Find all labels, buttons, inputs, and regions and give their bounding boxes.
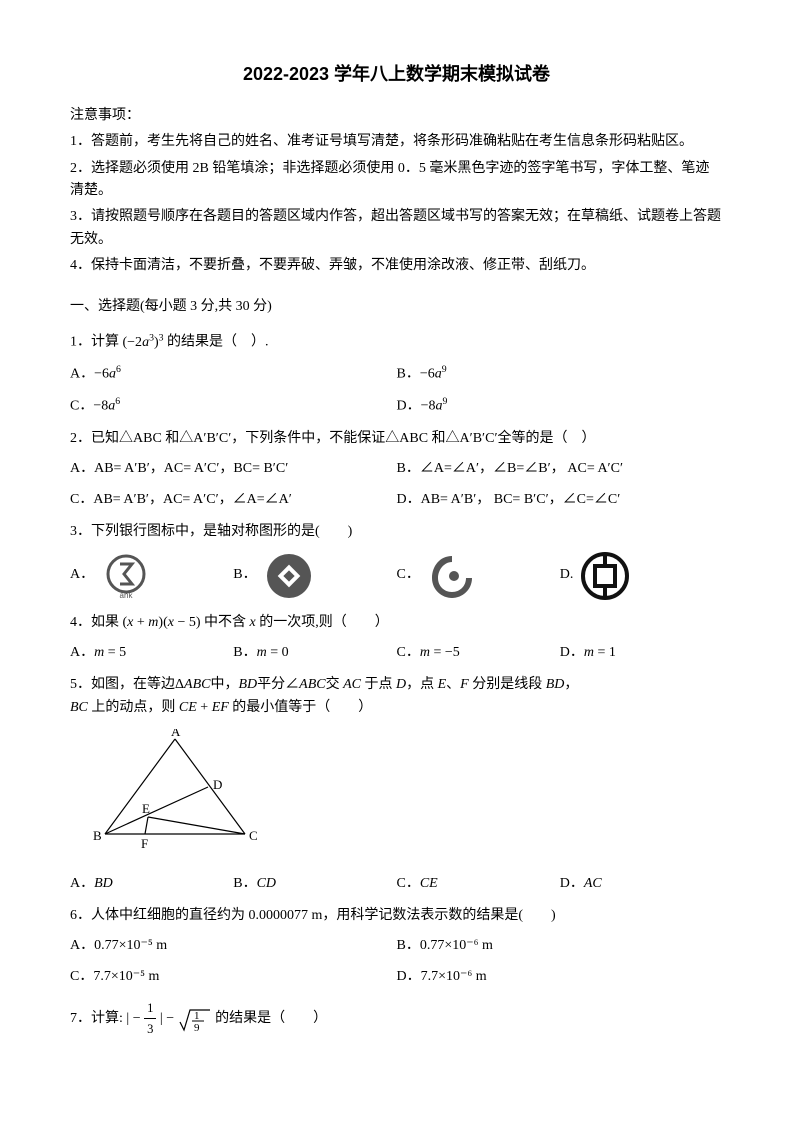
q1-suffix: 的结果是（ ）. <box>167 335 269 350</box>
question-1: 1．计算 (−2a3)3 的结果是（ ）. A．−6a6 B．−6a9 C．−8… <box>70 330 723 418</box>
svg-text:E: E <box>142 801 150 816</box>
q1-expr: (−2a3)3 <box>123 335 164 350</box>
q5-text: 5．如图，在等边ΔABC中，BD平分∠ABC交 AC 于点 D，点 E、F 分别… <box>70 674 723 719</box>
svg-text:B: B <box>93 828 102 843</box>
q6-text: 6．人体中红细胞的直径约为 0.0000077 m，用科学记数法表示数的结果是(… <box>70 905 723 927</box>
q4-opt-c: C．m = −5 <box>397 642 560 664</box>
question-4: 4．如果 (x + m)(x − 5) 中不含 x 的一次项,则（ ） A．m … <box>70 612 723 665</box>
question-3: 3．下列银行图标中，是轴对称图形的是( ) A． ank B． C． <box>70 521 723 599</box>
q1-opt-a: A．−6a6 <box>70 362 397 386</box>
q1-opt-c: C．−8a6 <box>70 394 397 418</box>
question-6: 6．人体中红细胞的直径约为 0.0000077 m，用科学记数法表示数的结果是(… <box>70 905 723 988</box>
notice-item-1: 1．答题前，考生先将自己的姓名、准考证号填写清楚，将条形码准确粘贴在考生信息条形… <box>70 131 723 153</box>
q5-opt-a: A．BD <box>70 873 233 895</box>
q5-opt-b: B．CD <box>233 873 396 895</box>
q7-text: 7．计算: | − 13 | − 1 9 的结果是（ ） <box>70 998 723 1039</box>
notice-item-4: 4．保持卡面清洁，不要折叠，不要弄破、弄皱，不准使用涂改液、修正带、刮纸刀。 <box>70 255 723 277</box>
q5-opt-d: D．AC <box>560 873 723 895</box>
q4-opt-a: A．m = 5 <box>70 642 233 664</box>
bank-logo-icon-a: ank <box>102 552 150 600</box>
q1-text: 1．计算 (−2a3)3 的结果是（ ）. <box>70 330 723 354</box>
q2-opt-d: D．AB= A′B′， BC= B′C′，∠C=∠C′ <box>397 489 724 511</box>
q6-opt-c: C．7.7×10⁻⁵ m <box>70 966 397 988</box>
question-7: 7．计算: | − 13 | − 1 9 的结果是（ ） <box>70 998 723 1039</box>
question-2: 2．已知△ABC 和△A′B′C′，下列条件中，不能保证△ABC 和△A′B′C… <box>70 428 723 511</box>
svg-text:9: 9 <box>194 1022 200 1034</box>
svg-text:D: D <box>213 777 222 792</box>
question-5: 5．如图，在等边ΔABC中，BD平分∠ABC交 AC 于点 D，点 E、F 分别… <box>70 674 723 895</box>
q3-opt-b: B． <box>233 552 396 600</box>
svg-text:C: C <box>249 828 258 843</box>
q6-opt-a: A．0.77×10⁻⁵ m <box>70 935 397 957</box>
q4-text: 4．如果 (x + m)(x − 5) 中不含 x 的一次项,则（ ） <box>70 612 723 634</box>
svg-text:A: A <box>171 729 181 739</box>
q2-text: 2．已知△ABC 和△A′B′C′，下列条件中，不能保证△ABC 和△A′B′C… <box>70 428 723 450</box>
q6-opt-d: D．7.7×10⁻⁶ m <box>397 966 724 988</box>
bank-logo-icon-b <box>265 552 313 600</box>
q1-opt-d: D．−8a9 <box>397 394 724 418</box>
q3-opt-d: D. <box>560 552 723 600</box>
notice-header: 注意事项： <box>70 105 723 127</box>
q4-opt-b: B．m = 0 <box>233 642 396 664</box>
q5-opt-c: C．CE <box>397 873 560 895</box>
page-title: 2022-2023 学年八上数学期末模拟试卷 <box>70 60 723 89</box>
q3-text: 3．下列银行图标中，是轴对称图形的是( ) <box>70 521 723 543</box>
q3-opt-c: C． <box>397 552 560 600</box>
svg-text:ank: ank <box>120 591 134 600</box>
svg-text:1: 1 <box>194 1010 200 1022</box>
q3-opt-a: A． ank <box>70 552 233 600</box>
q5-figure: A B C D E F <box>90 729 723 862</box>
q1-opt-b: B．−6a9 <box>397 362 724 386</box>
section-1-header: 一、选择题(每小题 3 分,共 30 分) <box>70 296 723 318</box>
notice-item-2: 2．选择题必须使用 2B 铅笔填涂；非选择题必须使用 0．5 毫米黑色字迹的签字… <box>70 158 723 203</box>
q2-opt-b: B．∠A=∠A′，∠B=∠B′， AC= A′C′ <box>397 458 724 480</box>
q1-prefix: 1．计算 <box>70 335 119 350</box>
q2-opt-c: C．AB= A′B′，AC= A′C′，∠A=∠A′ <box>70 489 397 511</box>
q4-opt-d: D．m = 1 <box>560 642 723 664</box>
notice-item-3: 3．请按照题号顺序在各题目的答题区域内作答，超出答题区域书写的答案无效；在草稿纸… <box>70 206 723 251</box>
q6-opt-b: B．0.77×10⁻⁶ m <box>397 935 724 957</box>
svg-text:F: F <box>141 836 148 851</box>
bank-logo-icon-c <box>428 552 476 600</box>
bank-logo-icon-d <box>581 552 629 600</box>
q2-opt-a: A．AB= A′B′，AC= A′C′，BC= B′C′ <box>70 458 397 480</box>
